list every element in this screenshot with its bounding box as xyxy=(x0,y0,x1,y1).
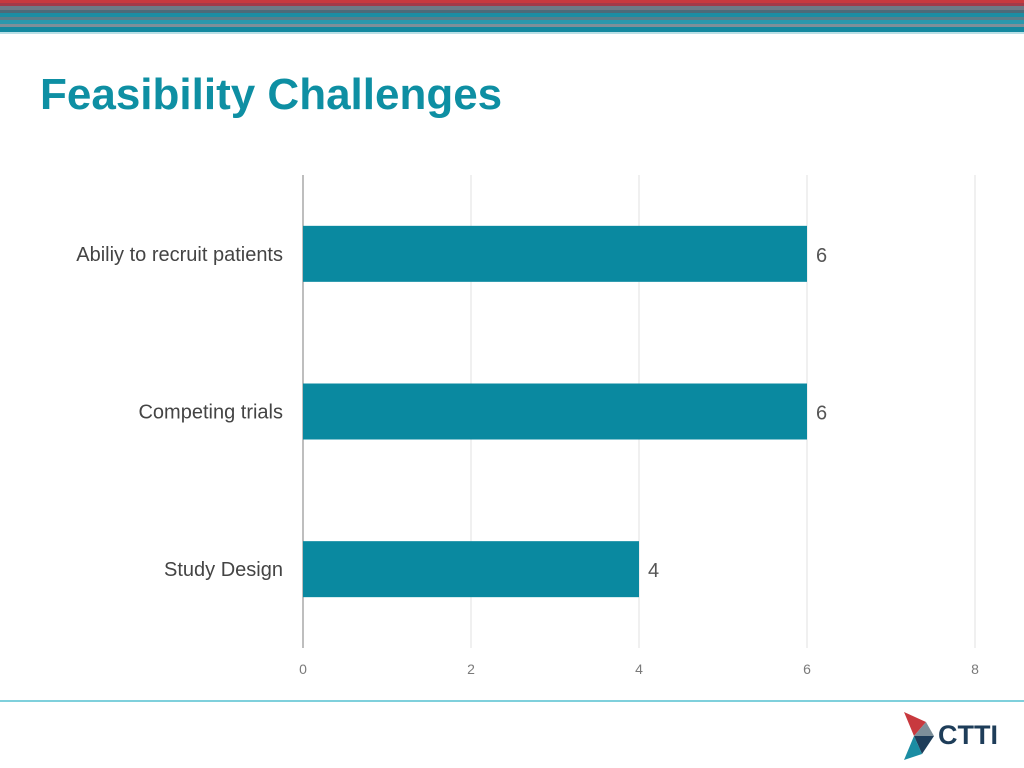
bottom-rule xyxy=(0,700,1024,702)
x-tick-label: 8 xyxy=(971,661,979,677)
slide-title: Feasibility Challenges xyxy=(40,70,503,119)
ctti-logo-icon xyxy=(904,712,934,760)
bar xyxy=(303,541,639,598)
x-tick-label: 4 xyxy=(635,661,643,677)
data-label: 6 xyxy=(816,403,827,425)
category-label: Competing trials xyxy=(138,402,283,424)
category-label: Study Design xyxy=(164,559,283,581)
category-label: Abiliy to recruit patients xyxy=(76,244,283,266)
x-tick-label: 2 xyxy=(467,661,475,677)
top-stripes xyxy=(0,0,1024,34)
data-label: 6 xyxy=(816,245,827,267)
x-tick-label: 0 xyxy=(299,661,307,677)
x-tick-label: 6 xyxy=(803,661,811,677)
logo-text: CTTI xyxy=(938,720,998,750)
bar xyxy=(303,383,807,440)
data-label: 4 xyxy=(648,560,659,582)
bar xyxy=(303,225,807,282)
